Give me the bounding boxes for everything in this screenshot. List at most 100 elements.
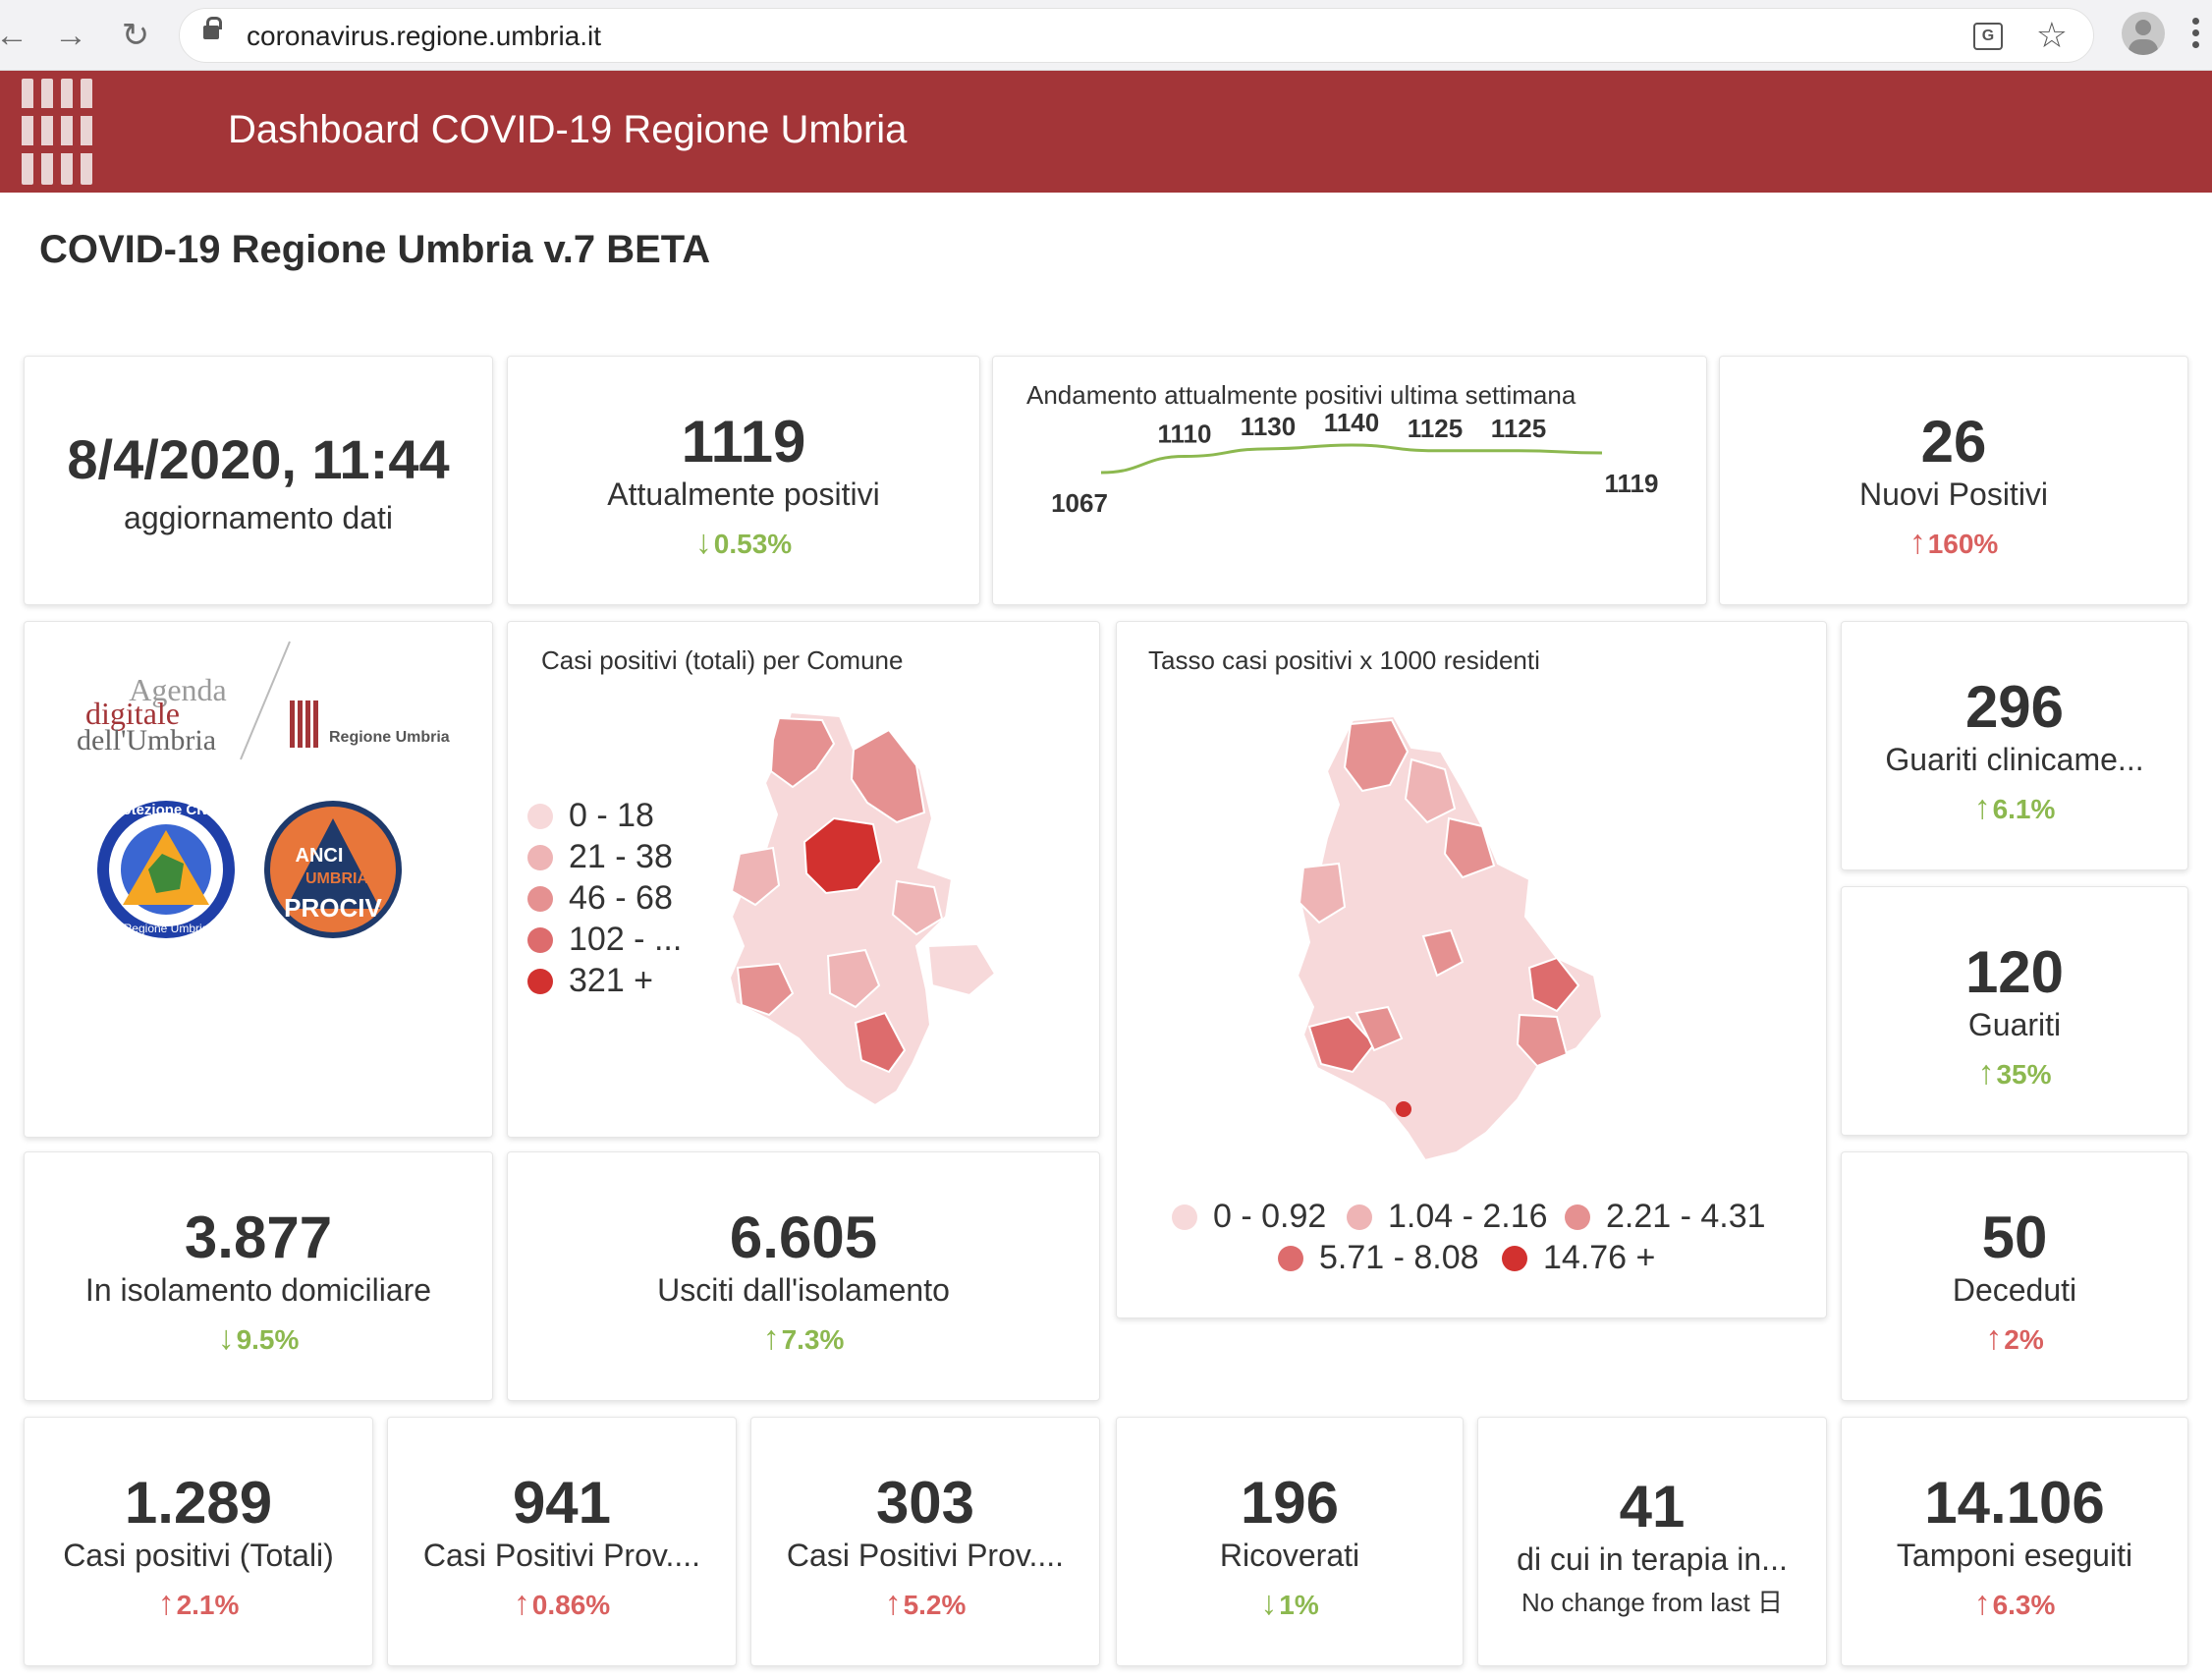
translate-icon[interactable]: G [1973,23,2003,50]
legend-item[interactable]: 102 - ... [527,921,682,959]
kpi-delta: ↓0.53% [694,524,793,561]
kpi-label: di cui in terapia in... [1517,1541,1788,1577]
arrow-up-icon: ↑ [1985,1319,2003,1357]
kebab-menu-icon[interactable] [2192,18,2200,53]
kpi-value: 1.289 [124,1470,273,1536]
legend-item[interactable]: 5.71 - 8.08 [1278,1239,1479,1277]
agenda-logo-line3: dell'Umbria [77,724,216,756]
trend-card: Andamento attualmente positivi ultima se… [992,356,1707,605]
arrow-left-icon[interactable]: ← [0,17,28,54]
update-value: 8/4/2020, 11:44 [67,428,450,490]
legend-label: 5.71 - 8.08 [1319,1239,1479,1276]
kpi-delta: ↑6.3% [1973,1585,2056,1622]
kpi-value: 296 [1964,674,2065,740]
map-comune-choropleth[interactable] [508,622,1101,1139]
kpi-value: 50 [1981,1204,2048,1270]
legend-label: 0 - 0.92 [1213,1198,1327,1235]
guariti-clinicamente-card: 296 Guariti clinicame... ↑6.1% [1841,621,2188,870]
kpi-delta: ↓9.5% [217,1319,300,1357]
kpi-value: 1119 [681,409,806,475]
legend-item[interactable]: 321 + [527,962,653,1000]
regione-umbria-logo [19,79,96,185]
legend-item[interactable]: 0 - 0.92 [1172,1198,1326,1236]
legend-item[interactable]: 21 - 38 [527,838,673,876]
kpi-subtext: No change from last 日 [1521,1588,1783,1617]
update-label: aggiornamento dati [124,500,393,535]
arrow-right-icon[interactable]: → [54,17,87,54]
kpi-delta: ↑0.86% [513,1585,611,1622]
legend-dot-icon [527,845,553,870]
legend-item[interactable]: 0 - 18 [527,797,654,835]
kpi-label: Guariti [1967,1007,2062,1042]
legend-dot-icon [527,886,553,912]
kpi-value: 941 [512,1470,612,1536]
anci-prociv-logo: ANCI UMBRIA PROCIV [264,801,402,938]
kpi-label: Casi Positivi Prov.... [786,1538,1065,1573]
agenda-logo-line2: digitale [85,696,180,731]
partner-logos: Agenda digitale dell'Umbria Regione Umbr… [77,641,450,938]
regione-small-logo [290,700,318,748]
arrow-down-icon: ↓ [217,1319,235,1357]
map-tasso-choropleth[interactable] [1117,622,1828,1192]
sparkline-data-label: 1119 [1605,469,1659,498]
legend-item[interactable]: 46 - 68 [527,879,673,918]
protezione-logo-subtext: Regione Umbria [124,922,209,935]
tamponi-card: 14.106 Tamponi eseguiti ↑6.3% [1841,1417,2188,1666]
legend-dot-icon [1172,1204,1197,1230]
sparkline-data-label: 1130 [1241,412,1296,441]
page-title: COVID-19 Regione Umbria v.7 BETA [39,228,711,271]
legend-item[interactable]: 14.76 + [1502,1239,1655,1277]
legend-label: 14.76 + [1543,1239,1656,1276]
kpi-label: Casi positivi (Totali) [63,1538,334,1573]
sparkline-data-label: 1140 [1324,408,1379,437]
address-bar[interactable]: coronavirus.regione.umbria.it G ☆ [179,8,2094,63]
attualmente-positivi-card: 1119 Attualmente positivi ↓0.53% [507,356,980,605]
map-comune-title: Casi positivi (totali) per Comune [541,645,904,675]
trend-title: Andamento attualmente positivi ultima se… [1026,380,1576,410]
casi-totali-card: 1.289 Casi positivi (Totali) ↑2.1% [24,1417,373,1666]
profile-avatar-icon[interactable] [2122,12,2165,55]
star-icon[interactable]: ☆ [2035,15,2068,55]
ricoverati-card: 196 Ricoverati ↓1% [1116,1417,1464,1666]
kpi-delta: ↑5.2% [884,1585,967,1622]
kpi-delta: ↑7.3% [762,1319,845,1357]
kpi-delta: ↑6.1% [1973,789,2056,826]
lock-icon [203,17,222,39]
anci-logo-line2: UMBRIA [305,870,368,887]
legend-dot-icon [527,804,553,829]
legend-label: 46 - 68 [569,879,673,917]
legend-label: 102 - ... [569,921,683,958]
map-tasso-title: Tasso casi positivi x 1000 residenti [1148,645,1540,675]
kpi-label: Ricoverati [1219,1538,1360,1573]
kpi-value: 3.877 [184,1204,333,1270]
reload-icon[interactable]: ↻ [121,17,150,54]
legend-item[interactable]: 1.04 - 2.16 [1347,1198,1548,1236]
kpi-value: 6.605 [729,1204,878,1270]
arrow-up-icon: ↑ [1973,1585,1991,1622]
usciti-card: 6.605 Usciti dall'isolamento ↑7.3% [507,1151,1100,1401]
legend-label: 321 + [569,962,654,999]
sparkline-path [1100,443,1603,475]
casi-prov-tr-card: 303 Casi Positivi Prov.... ↑5.2% [750,1417,1100,1666]
legend-dot-icon [1347,1204,1372,1230]
kpi-value: 303 [875,1470,975,1536]
arrow-down-icon: ↓ [1260,1585,1278,1622]
regione-logo-text: Regione Umbria [329,729,450,746]
map-comune-card: Casi positivi (totali) per Comune 0 - 18… [507,621,1100,1138]
legend-label: 2.21 - 4.31 [1606,1198,1766,1235]
kpi-value: 41 [1619,1474,1686,1540]
sparkline-data-label: 1125 [1491,414,1546,443]
legend-item[interactable]: 2.21 - 4.31 [1565,1198,1766,1236]
legend-dot-icon [527,969,553,994]
protezione-civile-logo: Protezione Civile Regione Umbria [97,801,235,938]
arrow-down-icon: ↓ [694,524,712,561]
terapia-intensiva-card: 41 di cui in terapia in... No change fro… [1477,1417,1827,1666]
browser-toolbar: ← → ↻ coronavirus.regione.umbria.it G ☆ [0,0,2212,71]
sparkline-data-label: 1125 [1408,414,1463,443]
casi-prov-pg-card: 941 Casi Positivi Prov.... ↑0.86% [387,1417,737,1666]
arrow-up-icon: ↑ [1977,1054,1995,1092]
kpi-label: Guariti clinicame... [1885,742,2144,777]
legend-dot-icon [1278,1246,1303,1271]
sparkline-data-label: 1110 [1158,420,1212,449]
kpi-label: Deceduti [1952,1272,2077,1308]
